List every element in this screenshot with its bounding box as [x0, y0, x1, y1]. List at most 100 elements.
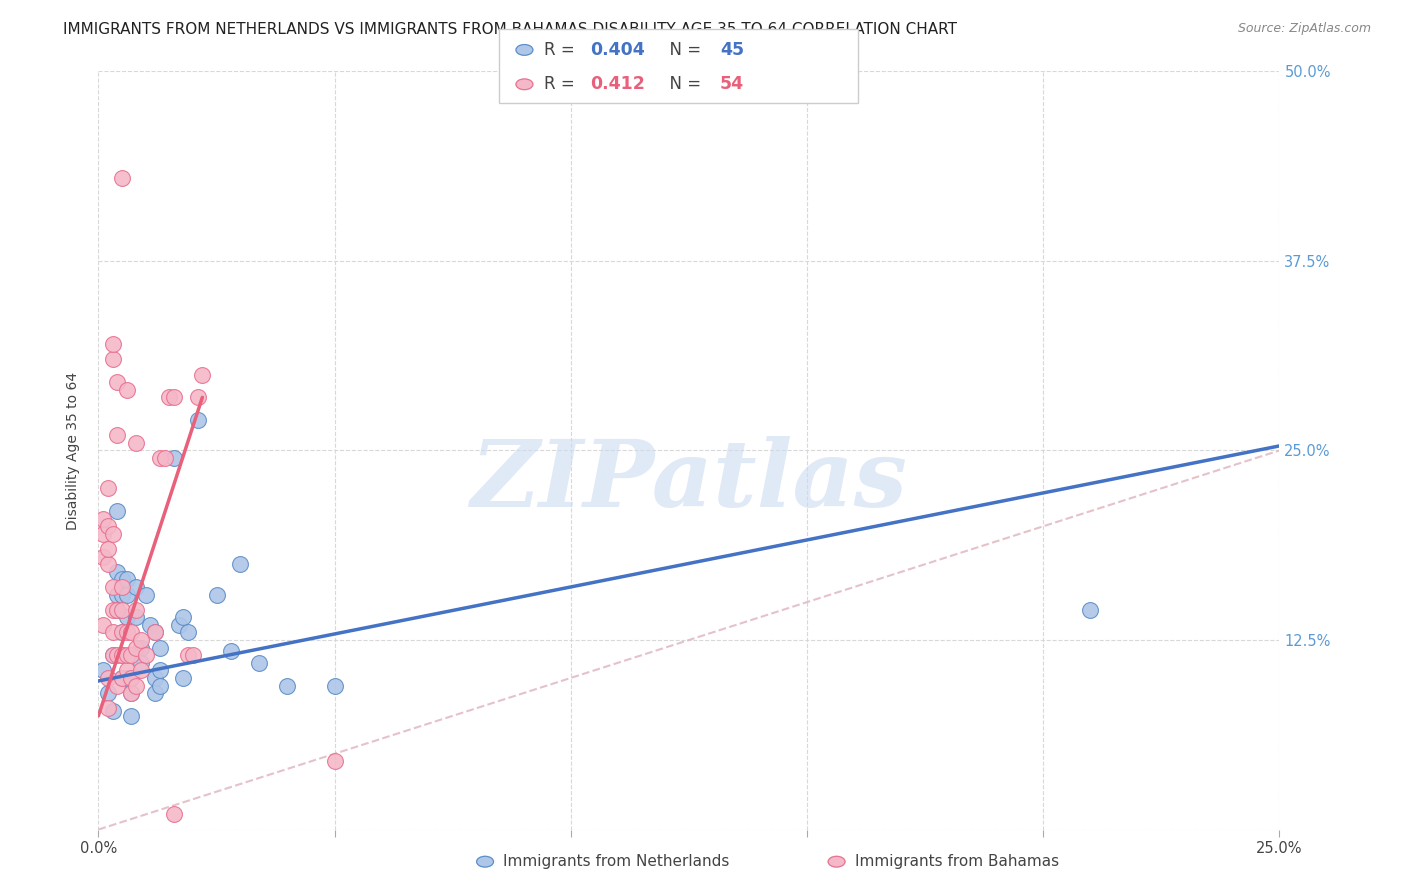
Point: [149, 451, 172, 466]
Point: [177, 625, 200, 640]
Point: [111, 648, 134, 662]
Point: [105, 504, 128, 518]
Point: [129, 664, 152, 678]
Point: [135, 648, 157, 662]
Point: [139, 617, 162, 632]
Text: 54: 54: [720, 75, 744, 94]
Point: [97, 482, 120, 496]
Text: Source: ZipAtlas.com: Source: ZipAtlas.com: [1237, 22, 1371, 36]
Point: [229, 557, 252, 572]
Point: [111, 170, 134, 185]
Point: [157, 391, 180, 405]
Point: [101, 625, 124, 640]
Text: IMMIGRANTS FROM NETHERLANDS VS IMMIGRANTS FROM BAHAMAS DISABILITY AGE 35 TO 64 C: IMMIGRANTS FROM NETHERLANDS VS IMMIGRANT…: [63, 22, 957, 37]
Point: [105, 603, 128, 617]
Point: [97, 557, 120, 572]
Point: [115, 625, 138, 640]
Point: [115, 648, 138, 662]
Point: [1080, 603, 1102, 617]
Point: [135, 588, 157, 602]
Point: [153, 451, 176, 466]
Point: [121, 648, 143, 662]
Point: [143, 686, 166, 700]
Text: ZIPatlas: ZIPatlas: [471, 436, 907, 525]
Point: [91, 664, 114, 678]
Point: [105, 376, 128, 390]
Point: [115, 664, 138, 678]
Text: Immigrants from Netherlands: Immigrants from Netherlands: [503, 855, 730, 869]
Point: [121, 708, 143, 723]
Point: [129, 656, 152, 670]
Point: [111, 625, 134, 640]
Point: [101, 704, 124, 718]
Point: [125, 640, 148, 655]
Point: [97, 519, 120, 533]
Text: R =: R =: [544, 41, 581, 59]
Point: [101, 337, 124, 351]
Text: 45: 45: [720, 41, 744, 59]
Point: [143, 671, 166, 685]
Text: N =: N =: [659, 75, 707, 94]
Point: [105, 678, 128, 692]
Point: [101, 352, 124, 367]
Point: [149, 678, 172, 692]
Point: [97, 671, 120, 685]
Y-axis label: Disability Age 35 to 64: Disability Age 35 to 64: [66, 371, 80, 530]
Point: [111, 648, 134, 662]
Point: [111, 603, 134, 617]
Point: [323, 755, 346, 769]
Point: [247, 656, 270, 670]
Point: [149, 664, 172, 678]
Point: [91, 617, 114, 632]
Point: [91, 526, 114, 541]
Point: [121, 671, 143, 685]
Point: [163, 451, 186, 466]
Point: [276, 678, 298, 692]
Point: [101, 648, 124, 662]
Point: [121, 625, 143, 640]
Point: [101, 603, 124, 617]
Point: [163, 807, 186, 822]
Point: [125, 603, 148, 617]
Point: [91, 549, 114, 564]
Point: [125, 580, 148, 594]
Text: Immigrants from Bahamas: Immigrants from Bahamas: [855, 855, 1059, 869]
Point: [121, 686, 143, 700]
Point: [177, 648, 200, 662]
Point: [219, 643, 242, 657]
Text: 0.404: 0.404: [591, 41, 645, 59]
Point: [181, 648, 204, 662]
Point: [187, 391, 209, 405]
Point: [111, 671, 134, 685]
Point: [101, 580, 124, 594]
Point: [125, 436, 148, 450]
Point: [129, 633, 152, 648]
Point: [105, 648, 128, 662]
Point: [97, 686, 120, 700]
Point: [97, 701, 120, 715]
Point: [191, 368, 214, 382]
Point: [111, 573, 134, 587]
Text: 0.412: 0.412: [591, 75, 645, 94]
Point: [111, 588, 134, 602]
Point: [105, 603, 128, 617]
Point: [187, 413, 209, 427]
Text: R =: R =: [544, 75, 585, 94]
Point: [163, 391, 186, 405]
Point: [97, 542, 120, 557]
Point: [115, 383, 138, 397]
Point: [172, 610, 194, 624]
Point: [101, 526, 124, 541]
Point: [167, 617, 190, 632]
Point: [205, 588, 228, 602]
Point: [172, 671, 194, 685]
Text: N =: N =: [659, 41, 707, 59]
Point: [105, 565, 128, 579]
Point: [121, 686, 143, 700]
Point: [323, 678, 346, 692]
Point: [115, 573, 138, 587]
Point: [129, 640, 152, 655]
Point: [115, 588, 138, 602]
Point: [125, 678, 148, 692]
Point: [115, 610, 138, 624]
